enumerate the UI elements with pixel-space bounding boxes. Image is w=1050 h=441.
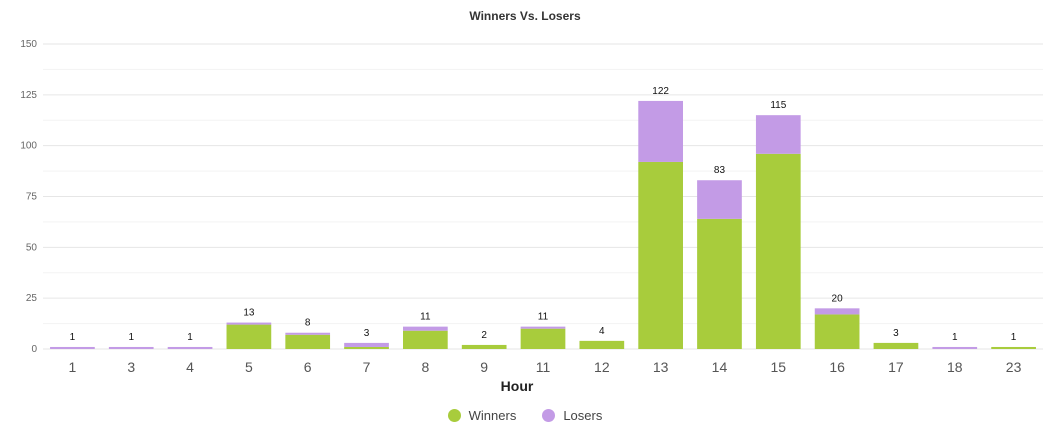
x-axis-title: Hour [501, 378, 534, 394]
bar-winners [814, 314, 860, 349]
bar-winners [344, 346, 389, 349]
data-label: 13 [243, 308, 255, 319]
x-tick-label: 15 [771, 359, 787, 375]
bar-winners [226, 324, 272, 349]
bar-winners [755, 153, 801, 349]
y-tick-label: 0 [31, 344, 37, 355]
bar-losers [814, 308, 860, 315]
legend-label-winners: Winners [468, 408, 517, 423]
x-tick-label: 14 [712, 359, 728, 375]
bar-winners [285, 334, 331, 349]
data-label: 11 [538, 312, 549, 323]
legend-label-losers: Losers [563, 408, 603, 423]
data-label: 4 [599, 326, 605, 337]
legend-item-losers[interactable]: Losers [542, 408, 602, 423]
bar-losers [108, 346, 154, 349]
data-label: 115 [770, 100, 786, 111]
bar-winners [403, 330, 448, 349]
data-label: 1 [187, 332, 193, 343]
bar-losers [167, 346, 213, 349]
bar-losers [638, 100, 683, 162]
bar-winners [873, 342, 919, 349]
x-tick-label: 9 [480, 359, 488, 375]
x-tick-label: 1 [69, 359, 77, 375]
data-label: 122 [652, 86, 669, 97]
bar-winners [697, 218, 742, 349]
x-tick-label: 23 [1006, 359, 1022, 375]
data-label: 11 [420, 312, 431, 323]
data-label: 8 [305, 318, 311, 329]
bar-winners [579, 340, 625, 349]
x-tick-label: 4 [186, 359, 194, 375]
legend: Winners Losers [0, 408, 1050, 423]
data-label: 1 [1011, 332, 1017, 343]
bar-losers [755, 115, 801, 154]
x-tick-label: 11 [536, 359, 551, 375]
bar-losers [520, 326, 566, 329]
bar-losers [932, 346, 978, 349]
data-label: 3 [364, 328, 370, 339]
x-tick-label: 13 [653, 359, 669, 375]
y-tick-label: 125 [20, 90, 37, 101]
chart-title: Winners Vs. Losers [469, 9, 581, 23]
y-tick-label: 50 [26, 242, 38, 253]
data-label: 1 [952, 332, 958, 343]
bar-winners [520, 328, 566, 349]
data-label: 3 [893, 328, 899, 339]
bar-winners [991, 346, 1036, 349]
y-tick-label: 150 [20, 39, 37, 50]
legend-swatch-losers [542, 409, 556, 422]
x-tick-label: 16 [829, 359, 845, 375]
bar-losers [50, 346, 95, 349]
data-label: 2 [481, 330, 487, 341]
data-label: 20 [832, 293, 844, 304]
legend-swatch-winners [447, 409, 461, 422]
x-tick-label: 8 [421, 359, 429, 375]
bar-losers [226, 322, 272, 325]
x-tick-label: 7 [363, 359, 371, 375]
x-tick-label: 3 [127, 359, 135, 375]
bar-losers [344, 342, 389, 347]
y-tick-label: 25 [26, 293, 38, 304]
data-label: 1 [70, 332, 76, 343]
data-label: 1 [128, 332, 134, 343]
x-tick-label: 6 [304, 359, 312, 375]
y-tick-label: 75 [26, 192, 38, 203]
legend-item-winners[interactable]: Winners [447, 408, 517, 423]
bar-losers [697, 180, 742, 219]
x-tick-label: 5 [245, 359, 253, 375]
x-tick-label: 17 [888, 359, 904, 375]
bar-winners [461, 344, 507, 349]
bar-winners [638, 161, 683, 349]
x-tick-label: 18 [947, 359, 963, 375]
bar-losers [285, 332, 331, 335]
y-tick-label: 100 [20, 141, 37, 152]
data-label: 83 [714, 165, 726, 176]
x-tick-label: 12 [594, 359, 610, 375]
bar-losers [403, 326, 448, 331]
